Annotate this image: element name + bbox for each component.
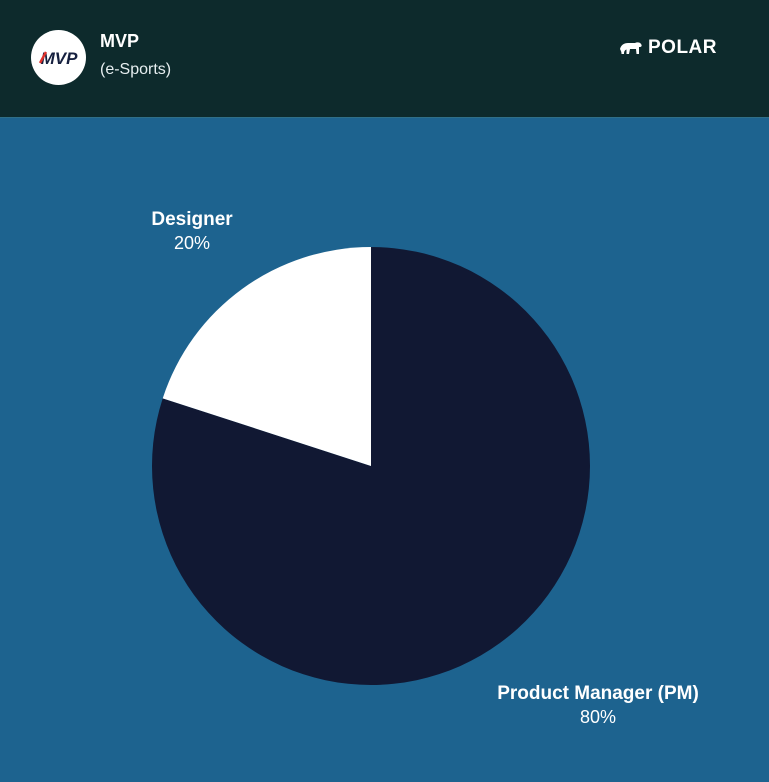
polar-logo: POLAR [619, 37, 717, 59]
slice-label-pm: Product Manager (PM) 80% [470, 683, 726, 728]
pie-chart [152, 247, 590, 685]
mvp-logo-text: MVP [40, 49, 78, 68]
category-label: Designer [151, 209, 233, 230]
slice-label-designer: Designer 20% [125, 209, 259, 254]
mvp-logo: MVP [31, 30, 86, 85]
brand-name: MVP [100, 31, 140, 51]
mvp-logo-icon: MVP [38, 49, 78, 68]
brand-subtitle: (e-Sports) [100, 61, 172, 78]
value-label: 80% [579, 707, 617, 727]
header-bar: MVP MVP (e-Sports) POLAR [0, 0, 769, 118]
value-label: 20% [173, 233, 211, 253]
partner-name: POLAR [648, 37, 717, 58]
pie-slice-designer [162, 247, 371, 466]
chart-area: Designer 20% Product Manager (PM) 80% [0, 119, 769, 782]
category-label: Product Manager (PM) [497, 683, 699, 704]
mvp-logo-accent [38, 50, 47, 64]
polar-bear-icon [620, 42, 642, 54]
